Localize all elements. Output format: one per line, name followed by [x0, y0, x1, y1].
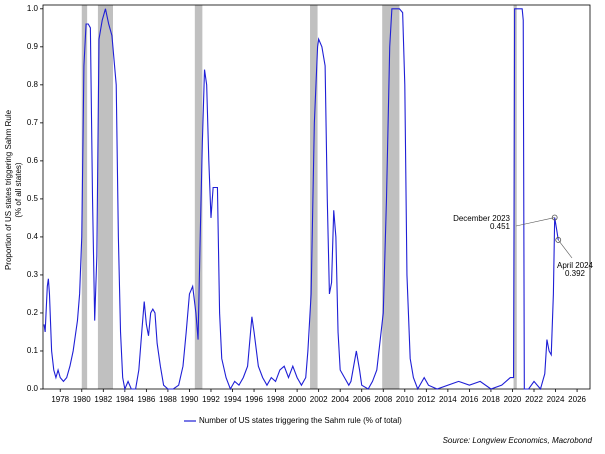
annotation-text: April 2024: [557, 261, 594, 270]
annotation-marker: [555, 237, 562, 243]
y-tick-label: 0.3: [27, 270, 39, 279]
series-line: [43, 8, 559, 391]
x-tick-label: 1986: [137, 395, 155, 404]
x-tick-label: 1992: [202, 395, 220, 404]
annotation-value: 0.392: [565, 269, 586, 278]
y-tick-label: 1.0: [27, 4, 39, 13]
x-tick-label: 2026: [568, 395, 586, 404]
annotation-marker: [551, 214, 558, 221]
y-tick-label: 0.1: [27, 346, 39, 355]
y-tick-label: 0.9: [27, 42, 39, 51]
x-tick-label: 1978: [51, 395, 69, 404]
x-tick-label: 1988: [159, 395, 177, 404]
x-tick-label: 2014: [439, 395, 457, 404]
legend-label: Number of US states triggering the Sahm …: [199, 416, 402, 425]
x-tick-label: 2010: [396, 395, 414, 404]
source: Source: Longview Economics, Macrobond: [443, 436, 593, 445]
x-tick-label: 1984: [116, 395, 134, 404]
annotation-leader: [557, 239, 573, 259]
recession-band: [97, 5, 113, 389]
recession-band: [513, 5, 517, 389]
recession-band: [81, 5, 88, 389]
x-tick-label: 2000: [288, 395, 306, 404]
x-tick-label: 1990: [181, 395, 199, 404]
y-tick-label: 0.2: [27, 308, 39, 317]
recession-band: [310, 5, 318, 389]
y-axis-label: Proportion of US states triggering Sahm …: [4, 109, 13, 270]
annotation-leader: [515, 217, 555, 227]
x-tick-label: 1982: [94, 395, 112, 404]
y-tick-label: 0.5: [27, 194, 39, 203]
x-tick-label: 2002: [310, 395, 328, 404]
x-tick-label: 2018: [482, 395, 500, 404]
x-tick-label: 1998: [267, 395, 285, 404]
x-tick-label: 2006: [353, 395, 371, 404]
y-tick-label: 0.0: [27, 384, 39, 393]
x-tick-label: 2012: [417, 395, 435, 404]
y-tick-label: 0.6: [27, 156, 39, 165]
annotation-value: 0.451: [490, 222, 511, 231]
annotation-text: December 2023: [453, 214, 510, 223]
y-axis-label: (% of all states): [14, 162, 23, 217]
x-tick-label: 2008: [374, 395, 392, 404]
x-tick-label: 2022: [525, 395, 543, 404]
plot-frame: [42, 4, 591, 390]
x-tick-label: 2016: [461, 395, 479, 404]
recession-band: [194, 5, 203, 389]
recession-band: [382, 5, 400, 389]
x-tick-label: 1994: [224, 395, 242, 404]
y-tick-label: 0.4: [27, 232, 39, 241]
x-tick-label: 2004: [331, 395, 349, 404]
y-tick-label: 0.7: [27, 118, 39, 127]
x-tick-label: 1996: [245, 395, 263, 404]
x-tick-label: 2020: [504, 395, 522, 404]
x-tick-label: 2024: [547, 395, 565, 404]
x-tick-label: 1980: [73, 395, 91, 404]
y-tick-label: 0.8: [27, 80, 39, 89]
